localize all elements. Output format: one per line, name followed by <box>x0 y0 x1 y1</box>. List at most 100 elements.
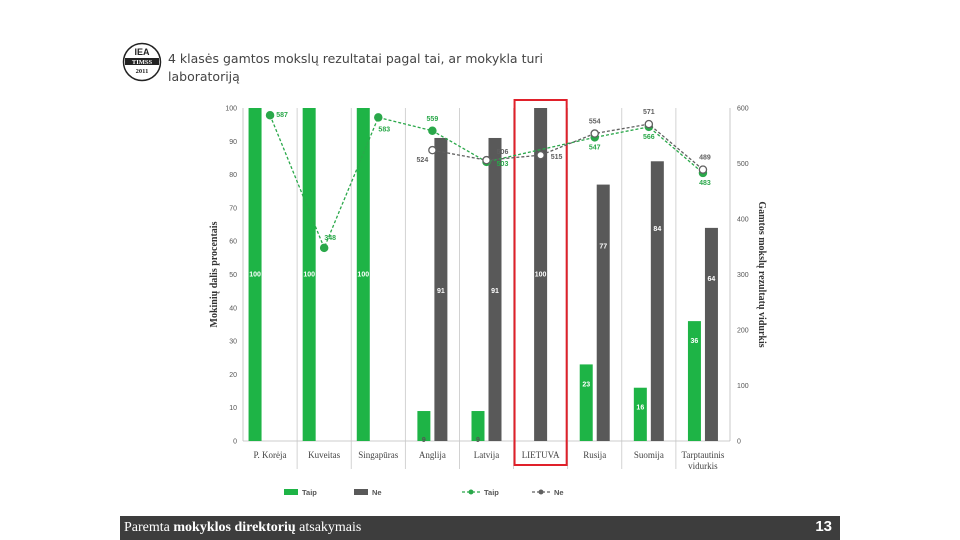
footer-text: Paremta mokyklos direktorių atsakymais <box>124 520 361 536</box>
category-label: LIETUVA <box>522 450 560 460</box>
bar-label-taip: 16 <box>636 405 644 412</box>
legend-label-ne-bar: Ne <box>372 488 382 497</box>
bar-label-taip: 9 <box>422 437 426 444</box>
legend-label-taip-bar: Taip <box>302 488 317 497</box>
y-tick-label: 30 <box>229 339 237 346</box>
line-ne <box>432 123 704 171</box>
bar-taip <box>579 364 593 441</box>
category-label: Singapūras <box>358 450 398 460</box>
y-tick-label: 90 <box>229 139 237 146</box>
point-taip <box>319 243 329 253</box>
bar-label-ne: 91 <box>437 288 445 295</box>
bar-label-ne: 91 <box>491 288 499 295</box>
score-label-taip: 566 <box>643 134 655 141</box>
legend-marker-taip <box>468 489 474 495</box>
bar-label-ne: 100 <box>535 272 547 279</box>
score-label-ne: 515 <box>551 154 563 161</box>
page-number: 13 <box>815 518 832 535</box>
bar-taip <box>633 387 647 441</box>
y-tick-label: 40 <box>229 305 237 312</box>
score-label-ne: 506 <box>497 149 509 156</box>
y2-tick-label: 200 <box>737 328 749 335</box>
category-label: vidurkis <box>688 461 718 471</box>
logo-text-top: IEA <box>134 47 150 57</box>
legend-marker-ne <box>538 489 544 495</box>
bar-ne <box>596 184 610 441</box>
category-label: Rusija <box>583 450 606 460</box>
y-tick-label: 100 <box>225 106 237 113</box>
score-label-taip: 483 <box>699 180 711 187</box>
footer-bold: mokyklos direktorių <box>173 520 296 535</box>
y2-tick-label: 300 <box>737 272 749 279</box>
y2-tick-label: 500 <box>737 161 749 168</box>
bar-ne <box>704 227 718 441</box>
score-label-ne: 524 <box>417 157 429 164</box>
bar-taip <box>248 108 262 441</box>
bar-taip <box>356 108 370 441</box>
bar-taip <box>302 108 316 441</box>
y2-axis-title: Gamtos mokslų rezultatų vidurkis <box>756 201 767 347</box>
logo-text-bottom: 2011 <box>136 68 149 75</box>
category-label: Suomija <box>634 450 664 460</box>
bar-label-taip: 100 <box>357 272 369 279</box>
slide-title: 4 klasės gamtos mokslų rezultatai pagal … <box>168 51 543 84</box>
y2-tick-label: 100 <box>737 383 749 390</box>
point-ne <box>644 119 654 129</box>
point-ne <box>482 155 491 165</box>
y-tick-label: 20 <box>229 372 237 379</box>
point-ne <box>590 129 599 138</box>
y-tick-label: 70 <box>229 205 237 212</box>
score-label-ne: 554 <box>589 119 601 126</box>
score-label-ne: 571 <box>643 109 655 116</box>
footer-bar: Paremta mokyklos direktorių atsakymais 1… <box>120 516 840 540</box>
y-tick-label: 80 <box>229 172 237 179</box>
score-label-taip: 587 <box>276 112 288 119</box>
legend-swatch-ne-bar <box>354 489 368 495</box>
point-ne <box>536 150 545 160</box>
y-tick-label: 60 <box>229 239 237 246</box>
y-axis-title: Mokinių dalis procentais <box>209 221 220 327</box>
bar-label-ne: 64 <box>708 276 716 283</box>
score-label-taip: 503 <box>497 161 509 168</box>
score-label-taip: 583 <box>378 126 390 133</box>
category-label: Kuveitas <box>308 450 340 460</box>
legend-label-taip-line: Taip <box>484 488 499 497</box>
y2-tick-label: 0 <box>737 439 741 446</box>
footer-suffix: atsakymais <box>295 520 362 535</box>
y2-tick-label: 400 <box>737 217 749 224</box>
y-tick-label: 0 <box>233 439 237 446</box>
bar-label-taip: 23 <box>582 381 590 388</box>
score-label-ne: 489 <box>699 155 711 162</box>
bar-taip <box>417 411 431 441</box>
point-taip <box>265 110 275 120</box>
bar-label-taip: 100 <box>303 272 315 279</box>
legend-swatch-taip-bar <box>284 489 298 495</box>
category-label: Tarptautinis <box>682 450 725 460</box>
category-label: P. Korėja <box>254 450 287 460</box>
bar-taip <box>471 411 485 441</box>
y-tick-label: 50 <box>229 272 237 279</box>
bar-ne <box>534 108 548 441</box>
bar-ne <box>434 137 448 441</box>
bar-label-ne: 77 <box>599 244 607 251</box>
logo-text-mid: TIMSS <box>132 59 153 66</box>
point-ne <box>428 145 437 155</box>
bar-ne <box>488 137 502 441</box>
bar-ne <box>650 161 664 441</box>
bar-taip <box>687 321 701 441</box>
score-label-taip: 547 <box>589 144 601 151</box>
timss-logo: IEA TIMSS 2011 <box>122 42 162 82</box>
bar-label-taip: 9 <box>476 437 480 444</box>
y2-tick-label: 600 <box>737 106 749 113</box>
line-taip <box>269 114 704 250</box>
highlight-box <box>513 99 568 466</box>
legend-label-ne-line: Ne <box>554 488 564 497</box>
bar-label-taip: 36 <box>691 338 699 345</box>
score-label-taip: 348 <box>324 235 336 242</box>
category-label: Anglija <box>419 450 446 460</box>
bar-label-taip: 100 <box>249 272 261 279</box>
footer-prefix: Paremta <box>124 520 174 535</box>
category-label: Latvija <box>474 450 500 460</box>
y-tick-label: 10 <box>229 405 237 412</box>
